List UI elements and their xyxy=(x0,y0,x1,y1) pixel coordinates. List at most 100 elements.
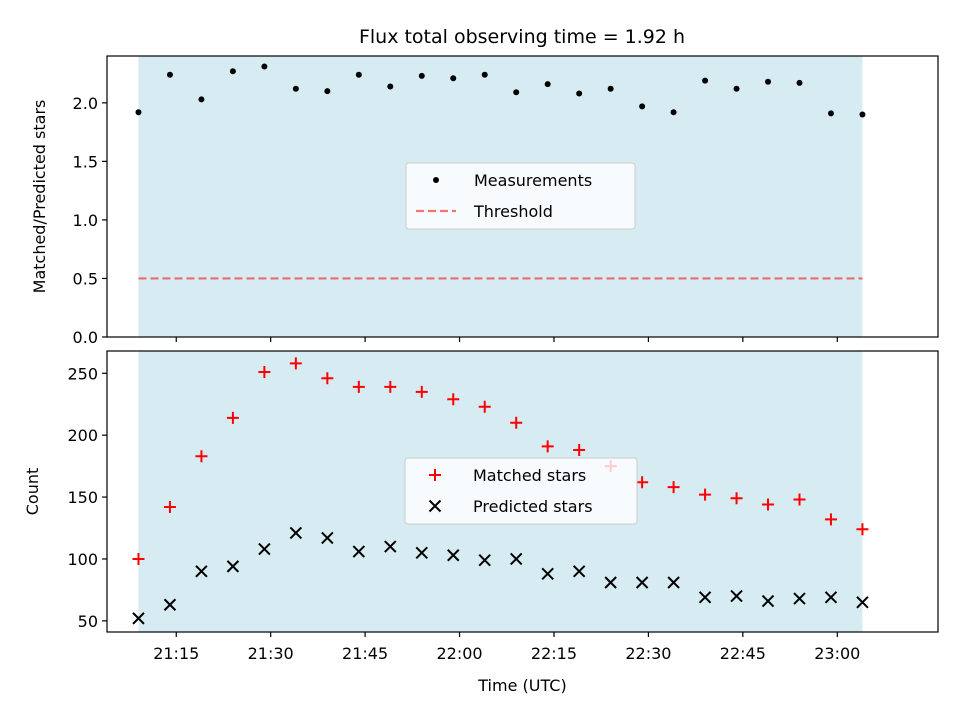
data-point xyxy=(135,109,142,116)
y-tick-label: 0.5 xyxy=(73,269,98,288)
data-point xyxy=(166,71,173,78)
y-tick-label: 1.5 xyxy=(73,152,98,171)
data-point xyxy=(793,493,806,506)
y-axis-label: Count xyxy=(23,468,42,516)
data-point xyxy=(163,500,176,513)
y-tick-label: 200 xyxy=(67,426,98,445)
legend-label: Measurements xyxy=(474,171,592,190)
data-point xyxy=(699,488,712,501)
data-point xyxy=(541,440,554,453)
data-point xyxy=(541,567,554,581)
data-point xyxy=(450,75,457,82)
data-point xyxy=(258,542,271,556)
data-point xyxy=(355,71,362,78)
data-point xyxy=(447,393,460,406)
data-point xyxy=(292,85,299,92)
data-point xyxy=(415,546,428,559)
data-point xyxy=(352,545,366,558)
legend-marker-x xyxy=(428,499,442,513)
legend: Matched stars Predicted stars xyxy=(404,457,638,525)
data-point xyxy=(573,444,586,457)
legend-label: Matched stars xyxy=(473,466,586,485)
legend-label: Predicted stars xyxy=(473,497,593,516)
x-tick-label: 22:15 xyxy=(531,644,577,663)
legend-marker-dot xyxy=(433,177,439,183)
data-point xyxy=(387,83,394,90)
axes-frame xyxy=(106,55,939,338)
data-point xyxy=(667,576,680,589)
data-point xyxy=(765,78,772,85)
data-point xyxy=(733,85,740,92)
x-tick-label: 23:00 xyxy=(814,644,860,663)
data-point xyxy=(635,576,649,589)
chart-title: Flux total observing time = 1.92 h xyxy=(359,26,685,48)
data-point xyxy=(195,450,208,463)
data-point xyxy=(607,85,614,92)
data-point xyxy=(321,531,334,545)
y-axis-label: Matched/Predicted stars xyxy=(30,100,49,294)
data-point xyxy=(226,560,240,573)
data-point xyxy=(198,96,205,103)
data-point xyxy=(478,400,491,413)
series-matched-stars xyxy=(132,357,869,565)
series-measurements xyxy=(135,63,866,118)
panel-ratio: 0.0 0.5 1.0 1.5 2.0 Matched/Predicted stars Me… xyxy=(30,55,939,347)
data-point xyxy=(324,88,331,95)
panel-counts: 50 100 150 200 250 21:15 21:30 21:45 22:00 22:15 2… xyxy=(23,350,939,695)
x-tick-label: 21:15 xyxy=(153,644,199,663)
data-point xyxy=(415,385,428,398)
data-point xyxy=(510,416,523,429)
data-point xyxy=(793,592,806,605)
data-point xyxy=(636,476,649,489)
data-point xyxy=(195,565,208,578)
data-point xyxy=(856,523,869,536)
data-point xyxy=(132,612,145,625)
data-point xyxy=(670,109,677,116)
data-point xyxy=(321,372,334,385)
data-point xyxy=(827,110,834,117)
data-point xyxy=(481,71,488,78)
data-point xyxy=(513,89,520,96)
y-tick-label: 150 xyxy=(67,488,98,507)
data-point xyxy=(702,77,709,84)
data-point xyxy=(418,72,425,79)
data-point xyxy=(667,481,680,494)
x-tick-label: 21:45 xyxy=(342,644,388,663)
y-tick-label: 0.0 xyxy=(73,328,98,347)
x-tick-label: 22:45 xyxy=(720,644,766,663)
data-point xyxy=(226,411,239,424)
data-point xyxy=(478,553,491,567)
data-point xyxy=(576,90,583,97)
data-point xyxy=(698,591,712,604)
data-point xyxy=(730,492,743,505)
data-point xyxy=(856,596,869,609)
y-tick-label: 100 xyxy=(67,550,98,569)
data-point xyxy=(762,498,775,511)
data-point xyxy=(730,589,743,603)
data-point xyxy=(824,513,837,526)
data-point xyxy=(859,111,866,118)
data-point xyxy=(824,591,838,604)
data-point xyxy=(544,81,551,88)
data-point xyxy=(289,526,303,540)
axes-frame xyxy=(106,350,939,633)
data-point xyxy=(261,63,268,70)
data-point xyxy=(229,68,236,75)
x-tick-label: 21:30 xyxy=(248,644,294,663)
legend: Measurements Threshold xyxy=(405,162,636,230)
y-tick-label: 50 xyxy=(78,612,98,631)
data-point xyxy=(639,103,646,110)
data-point xyxy=(384,540,397,553)
x-tick-label: 22:30 xyxy=(625,644,671,663)
data-point xyxy=(572,565,586,578)
data-point xyxy=(761,594,775,608)
y-tick-label: 1.0 xyxy=(73,211,98,230)
data-point xyxy=(447,549,460,562)
data-point xyxy=(289,357,302,370)
legend-label: Threshold xyxy=(473,202,553,221)
series-predicted-stars xyxy=(132,526,869,625)
data-point xyxy=(352,380,365,393)
x-tick-label: 22:00 xyxy=(436,644,482,663)
legend-marker-plus xyxy=(429,469,441,481)
data-point xyxy=(132,552,145,565)
